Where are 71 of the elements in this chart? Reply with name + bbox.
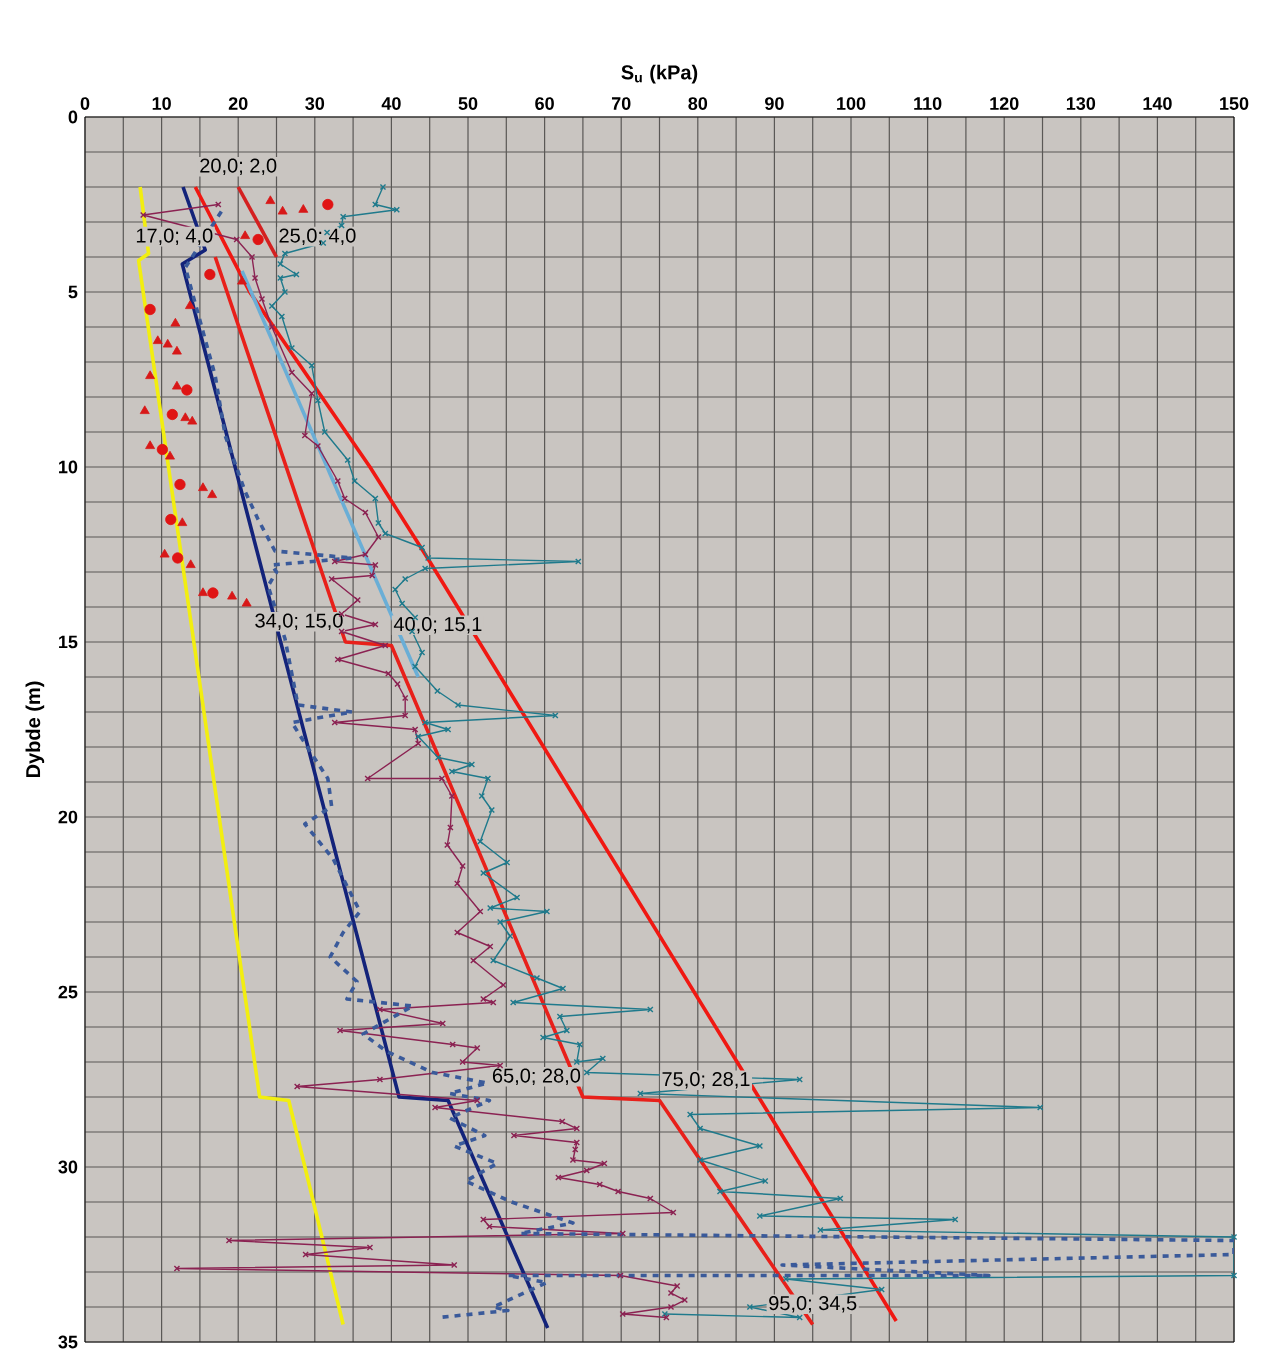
y-tick-label: 35 xyxy=(58,1335,78,1349)
point xyxy=(174,478,186,491)
y-tick-label: 20 xyxy=(58,810,78,824)
point xyxy=(277,205,288,215)
point xyxy=(181,384,193,396)
point xyxy=(241,597,252,607)
point xyxy=(204,268,216,281)
point xyxy=(207,587,219,599)
point xyxy=(139,405,150,414)
x-tick-label: 60 xyxy=(535,97,554,110)
point xyxy=(162,338,173,348)
point xyxy=(265,195,276,204)
x-tick-label: 90 xyxy=(765,97,784,110)
point xyxy=(237,275,247,285)
annotation: 17,0; 4,0 xyxy=(136,228,213,246)
point xyxy=(180,412,191,422)
point xyxy=(185,559,196,568)
y-tick-label: 25 xyxy=(58,985,78,999)
annotation: 20,0; 2,0 xyxy=(200,158,277,176)
point xyxy=(172,345,182,355)
x-tick-label: 150 xyxy=(1220,97,1249,110)
x-tick-label: 100 xyxy=(837,97,866,110)
point xyxy=(172,380,182,390)
point xyxy=(185,300,195,309)
x-tick-label: 140 xyxy=(1143,97,1172,110)
x-tick-label: 20 xyxy=(228,97,248,110)
point xyxy=(177,517,188,526)
point xyxy=(227,590,237,600)
x-tick-label: 80 xyxy=(688,97,708,110)
x-tick-label: 70 xyxy=(611,97,631,110)
point xyxy=(165,513,177,526)
annotation: 34,0; 15,0 xyxy=(255,613,343,631)
point xyxy=(156,443,168,456)
point xyxy=(166,408,178,421)
y-tick-label: 10 xyxy=(59,460,78,474)
y-tick-label: 0 xyxy=(68,110,78,124)
x-tick-label: 30 xyxy=(305,97,325,110)
x-tick-label: 40 xyxy=(381,97,401,110)
y-tick-label: 30 xyxy=(58,1160,78,1174)
point xyxy=(240,230,250,239)
y-tick-label: 15 xyxy=(59,635,78,649)
point xyxy=(298,204,309,213)
point xyxy=(207,489,218,498)
x-tick-label: 110 xyxy=(914,97,942,110)
point xyxy=(198,587,208,596)
point xyxy=(170,317,181,327)
point xyxy=(165,450,175,460)
x-tick-label: 120 xyxy=(990,97,1019,110)
point xyxy=(198,482,208,491)
x-tick-label: 130 xyxy=(1066,97,1096,110)
point xyxy=(159,548,170,558)
x-tick-label: 50 xyxy=(458,97,478,110)
annotation: 25,0; 4,0 xyxy=(279,228,356,246)
annotation: 75,0; 28,1 xyxy=(662,1071,750,1089)
x-tick-label: 10 xyxy=(152,97,171,110)
point xyxy=(322,198,334,211)
annotation: 65,0; 28,0 xyxy=(492,1068,581,1086)
point xyxy=(252,233,264,246)
annotation: 95,0; 34,5 xyxy=(769,1296,857,1313)
point xyxy=(172,552,184,564)
point xyxy=(187,415,198,425)
point xyxy=(145,440,156,449)
y-axis-title: Dybde (m) xyxy=(25,681,45,778)
point xyxy=(144,303,156,316)
annotation: 40,0; 15,1 xyxy=(393,616,482,634)
x-tick-label: 0 xyxy=(80,97,90,110)
x-axis-title: S$_{u}$ (kPa) xyxy=(621,64,698,84)
y-tick-label: 5 xyxy=(68,285,78,299)
point xyxy=(145,370,156,379)
point xyxy=(152,335,163,344)
line-series xyxy=(213,255,815,1327)
